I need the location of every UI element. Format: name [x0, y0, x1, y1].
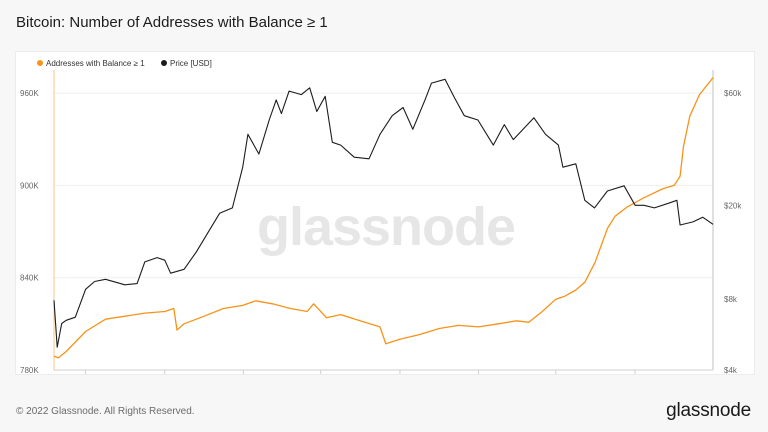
y-left-tick-label: 960K	[20, 89, 39, 98]
chart-panel: glassnode Addresses with Balance ≥ 1 Pri…	[15, 51, 755, 375]
series-layer	[53, 77, 714, 359]
price-line	[53, 78, 714, 348]
y-left-tick-label: 900K	[20, 181, 39, 190]
chart-svg: glassnode Addresses with Balance ≥ 1 Pri…	[20, 59, 742, 374]
legend-swatch-addresses	[37, 60, 43, 66]
watermark: glassnode	[257, 197, 515, 257]
y-left-tick-label: 840K	[20, 274, 39, 283]
legend-label-price[interactable]: Price [USD]	[170, 59, 212, 68]
legend[interactable]: Addresses with Balance ≥ 1 Price [USD]	[37, 59, 212, 68]
chart-title: Bitcoin: Number of Addresses with Balanc…	[16, 14, 328, 31]
glassnode-logo[interactable]: glassnode	[666, 400, 751, 421]
y-left-tick-label: 780K	[20, 366, 39, 374]
y-right-tick-label: $60k	[724, 89, 742, 98]
y-right-tick-label: $4k	[724, 366, 738, 374]
y-right-tick-label: $20k	[724, 201, 742, 210]
legend-label-addresses[interactable]: Addresses with Balance ≥ 1	[46, 59, 145, 68]
legend-swatch-price	[161, 60, 167, 66]
copyright-text: © 2022 Glassnode. All Rights Reserved.	[16, 406, 195, 417]
y-right-tick-label: $8k	[724, 295, 738, 304]
addresses-line	[53, 77, 714, 359]
